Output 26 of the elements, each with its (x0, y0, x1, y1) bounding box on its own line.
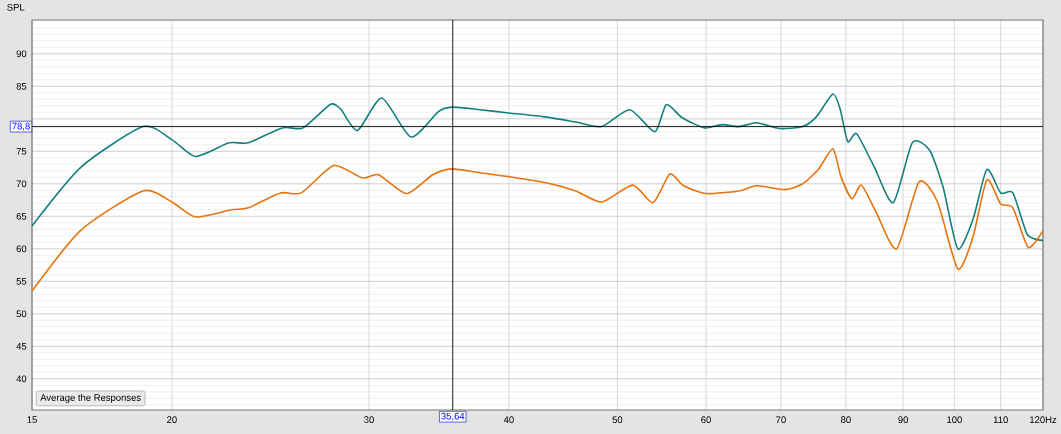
ref-line-label: 35,64 (441, 412, 465, 421)
x-tick-label: 80 (841, 416, 851, 424)
x-tick-label: 40 (503, 416, 514, 424)
y-tick-label: 60 (16, 245, 27, 253)
y-tick-label: 70 (16, 180, 27, 188)
x-tick-label: 120Hz (1030, 416, 1057, 424)
y-axis-title: SPL (7, 3, 25, 11)
x-tick-label: 15 (27, 416, 37, 423)
y-tick-label: 45 (16, 342, 27, 350)
x-tick-label: 60 (701, 416, 711, 424)
y-tick-label: 90 (16, 50, 27, 58)
annotation: Average the Responses (40, 393, 141, 403)
x-tick-label: 30 (364, 416, 374, 424)
y-tick-label: 65 (16, 212, 27, 220)
x-tick-label: 100 (947, 416, 962, 424)
x-tick-label: 20 (167, 416, 177, 424)
x-tick-label: 70 (776, 416, 786, 424)
y-tick-label: 75 (16, 147, 27, 155)
ref-line-label: 78,8 (12, 122, 30, 131)
y-tick-label: 40 (16, 375, 27, 383)
x-tick-label: 90 (898, 416, 909, 424)
y-tick-label: 85 (16, 82, 27, 90)
x-tick-label: 110 (993, 416, 1008, 424)
y-tick-label: 55 (16, 277, 27, 285)
x-tick-label: 50 (612, 416, 623, 424)
y-tick-label: 50 (16, 310, 27, 318)
